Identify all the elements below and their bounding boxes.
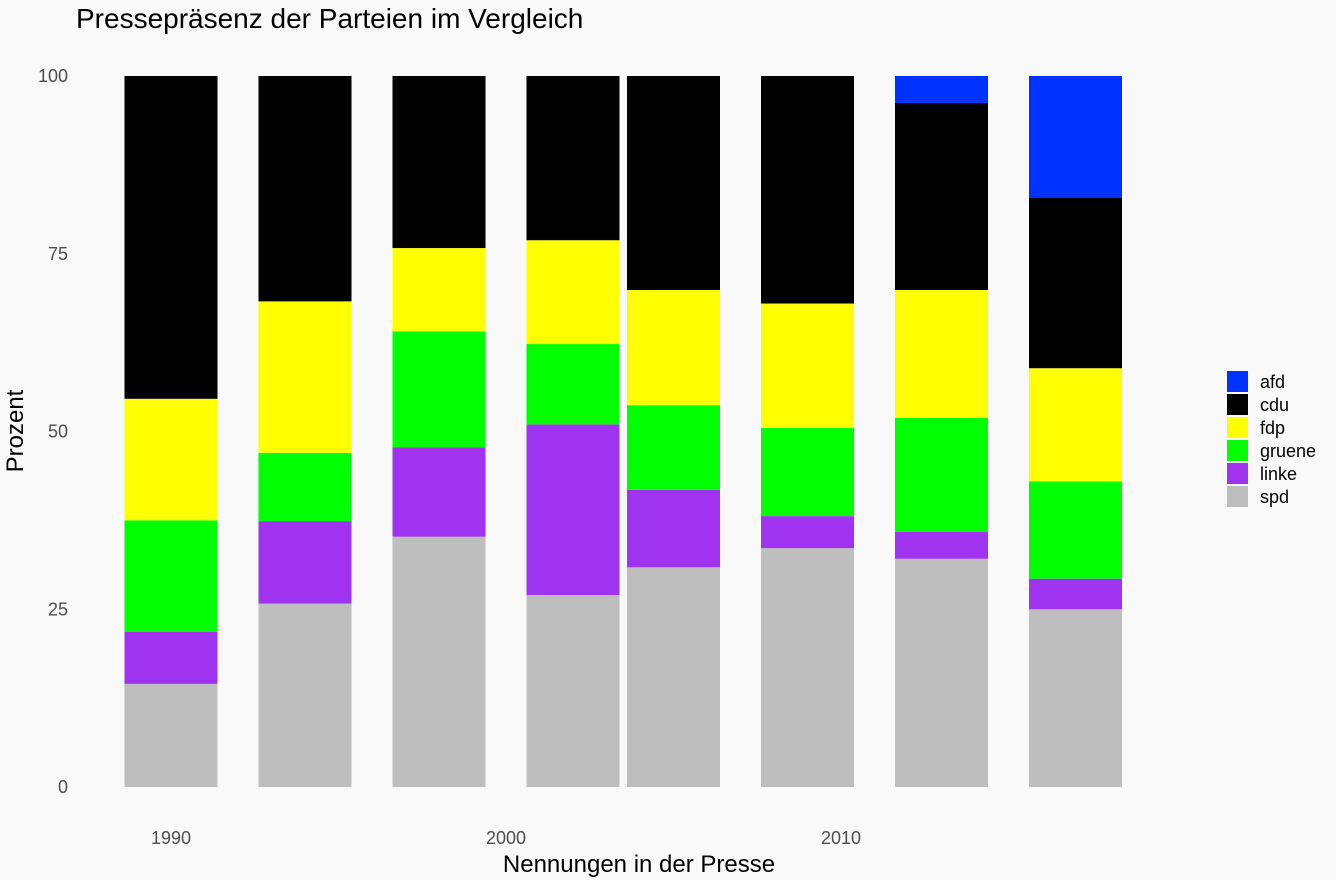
legend-swatch-cdu [1227, 394, 1248, 415]
x-axis: 1990 2000 2010 [151, 828, 861, 848]
bar-segment-fdp-2002 [526, 240, 620, 345]
bar-segment-cdu-2005 [627, 76, 720, 291]
bar-segment-linke-1990 [124, 632, 218, 684]
x-tick-label: 2000 [486, 828, 526, 848]
bar-segment-gruene-2017 [1029, 481, 1122, 579]
legend-label-linke: linke [1260, 464, 1297, 484]
y-axis: 0 25 50 75 100 [38, 66, 68, 797]
bar-segment-gruene-2002 [526, 344, 620, 425]
bar-segment-cdu-1994 [258, 76, 352, 302]
bars [124, 76, 1122, 787]
bar-segment-spd-1998 [392, 536, 486, 787]
bar-segment-gruene-1994 [258, 452, 352, 522]
bar-segment-linke-2005 [627, 489, 720, 568]
bar-segment-fdp-2017 [1029, 368, 1122, 482]
chart-title: Pressepräsenz der Parteien im Vergleich [76, 3, 583, 34]
bar-segment-linke-2009 [761, 516, 854, 549]
legend-label-afd: afd [1260, 372, 1285, 392]
bar-segment-fdp-2005 [627, 290, 720, 406]
bar-segment-gruene-2005 [627, 405, 720, 490]
bar-segment-cdu-2017 [1029, 197, 1122, 369]
bar-segment-afd-2013 [895, 76, 988, 104]
bar-segment-linke-1998 [392, 447, 486, 537]
x-axis-title: Nennungen in der Presse [503, 851, 775, 878]
bar-segment-gruene-2009 [761, 427, 854, 517]
bar-segment-fdp-1994 [258, 301, 352, 453]
bar-segment-gruene-2013 [895, 417, 988, 532]
bar-segment-linke-2013 [895, 531, 988, 559]
x-tick-label: 1990 [151, 828, 191, 848]
y-tick-label: 75 [48, 244, 68, 264]
bar-segment-fdp-1998 [392, 248, 486, 332]
legend-swatch-spd [1227, 486, 1248, 507]
bar-segment-spd-2005 [627, 567, 720, 787]
bar-segment-afd-2017 [1029, 76, 1122, 198]
bar-segment-spd-1990 [124, 683, 218, 787]
bar-segment-linke-2002 [526, 424, 620, 596]
legend: afd cdu fdp gruene linke spd [1227, 371, 1316, 507]
bar-segment-fdp-1990 [124, 398, 218, 521]
bar-segment-spd-2009 [761, 548, 854, 787]
legend-swatch-afd [1227, 371, 1248, 392]
legend-swatch-linke [1227, 463, 1248, 484]
bar-segment-gruene-1990 [124, 520, 218, 633]
bar-segment-gruene-1998 [392, 331, 486, 448]
legend-swatch-fdp [1227, 417, 1248, 438]
bar-segment-cdu-1998 [392, 76, 486, 249]
bar-segment-fdp-2009 [761, 303, 854, 428]
bar-segment-cdu-2009 [761, 76, 854, 304]
bar-segment-spd-2013 [895, 558, 988, 787]
bar-segment-cdu-2013 [895, 103, 988, 291]
legend-label-gruene: gruene [1260, 441, 1316, 461]
bar-segment-cdu-2002 [526, 76, 620, 241]
bar-segment-spd-2002 [526, 595, 620, 787]
y-axis-title: Prozent [2, 389, 29, 472]
bar-segment-fdp-2013 [895, 290, 988, 418]
bar-segment-linke-2017 [1029, 578, 1122, 610]
legend-label-spd: spd [1260, 487, 1289, 507]
bar-segment-linke-1994 [258, 521, 352, 604]
legend-label-cdu: cdu [1260, 395, 1289, 415]
bar-segment-spd-2017 [1029, 609, 1122, 787]
legend-label-fdp: fdp [1260, 418, 1285, 438]
y-tick-label: 0 [58, 777, 68, 797]
legend-swatch-gruene [1227, 440, 1248, 461]
bar-segment-spd-1994 [258, 603, 352, 787]
y-tick-label: 25 [48, 599, 68, 619]
bar-segment-cdu-1990 [124, 76, 218, 399]
y-tick-label: 100 [38, 66, 68, 86]
y-tick-label: 50 [48, 422, 68, 442]
x-tick-label: 2010 [821, 828, 861, 848]
